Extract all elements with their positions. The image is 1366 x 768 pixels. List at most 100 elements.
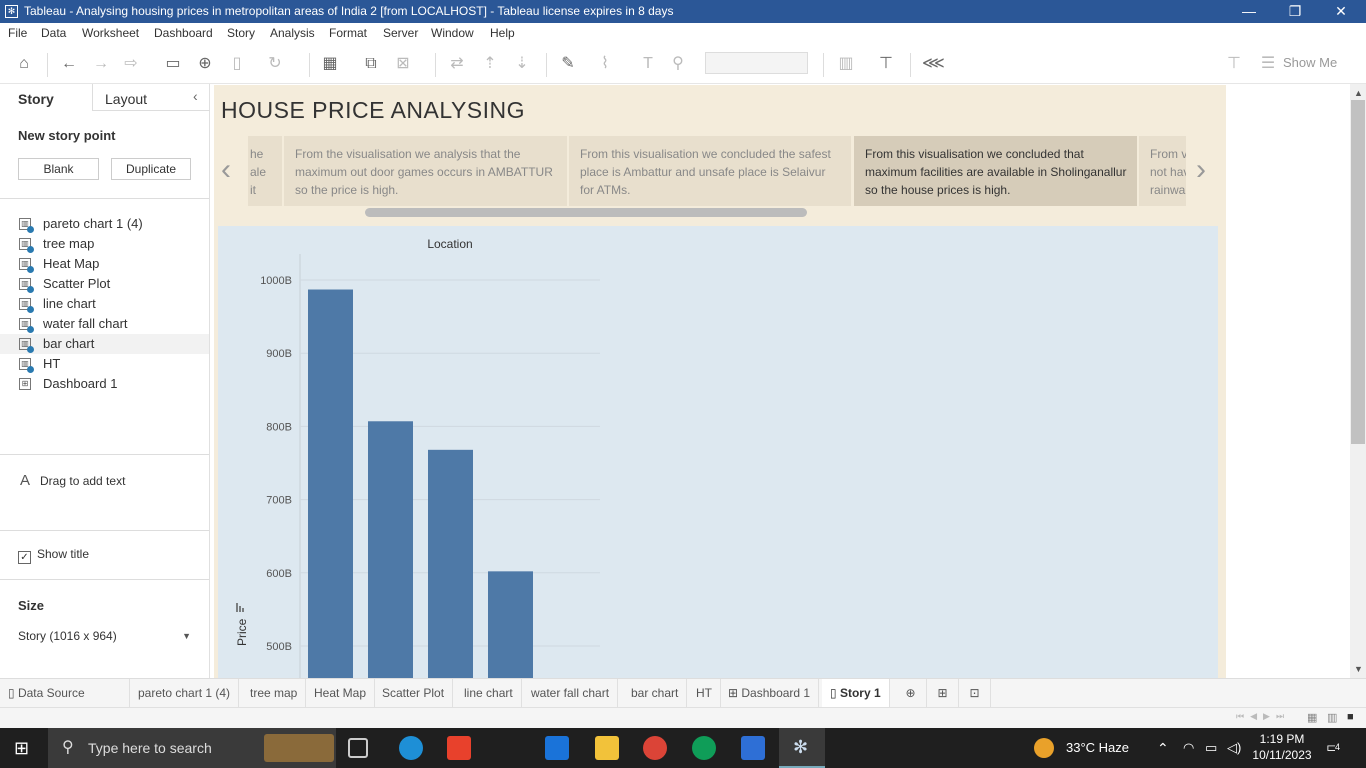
show-title-checkbox[interactable]: ✓ Show title [18, 547, 89, 564]
taskbar-search[interactable]: ⚲ Type here to search [48, 728, 336, 768]
menu-server[interactable]: Server [383, 26, 419, 40]
menu-story[interactable]: Story [227, 26, 256, 40]
sort-descending-icon[interactable]: ⇣ [515, 55, 529, 72]
restore-button[interactable]: ❐ [1288, 3, 1302, 19]
file-explorer-icon[interactable] [595, 736, 619, 760]
story-point-card-active[interactable]: From this visualisation we concluded tha… [854, 136, 1137, 206]
tab-data-source[interactable]: ▯ Data Source [0, 679, 130, 707]
new-worksheet-icon[interactable]: ▦ [322, 55, 338, 72]
clock[interactable]: 1:19 PM 10/11/2023 [1252, 731, 1312, 763]
volume-icon[interactable]: ◁) [1227, 740, 1242, 755]
sheet-item-dashboard-1[interactable]: ⊞ Dashboard 1 [0, 374, 209, 394]
new-datasource-icon[interactable]: ⊕ [198, 55, 212, 72]
close-button[interactable]: ✕ [1335, 3, 1347, 19]
bar[interactable] [428, 449, 473, 678]
tab-tree-map[interactable]: tree map [242, 679, 307, 707]
duplicate-sheet-icon[interactable]: ⧉ [365, 55, 377, 72]
format-painter-icon[interactable]: ⊤ [1227, 55, 1241, 72]
duplicate-button[interactable]: Duplicate [111, 158, 191, 180]
fit-icon[interactable]: ▥ [838, 55, 854, 72]
sheet-item-heat-map[interactable]: ▥ Heat Map [0, 254, 209, 274]
swap-icon[interactable]: ⇄ [450, 55, 464, 72]
tab-pareto-chart[interactable]: pareto chart 1 (4) [130, 679, 240, 707]
sheet-item-water-fall-chart[interactable]: ▥ water fall chart [0, 314, 209, 334]
tab-layout[interactable]: Layout [105, 91, 148, 107]
bar[interactable] [488, 571, 533, 678]
menu-window[interactable]: Window [431, 26, 474, 40]
sheet-item-line-chart[interactable]: ▥ line chart [0, 294, 209, 314]
windows-start-icon[interactable]: ⊞ [14, 738, 30, 758]
wifi-icon[interactable]: ◠ [1183, 740, 1195, 755]
tab-story-1[interactable]: ▯ Story 1 [822, 679, 890, 707]
menu-help[interactable]: Help [490, 26, 515, 40]
sheet-item-pareto-chart[interactable]: ▥ pareto chart 1 (4) [0, 214, 209, 234]
sheet-item-tree-map[interactable]: ▥ tree map [0, 234, 209, 254]
tab-ht[interactable]: HT [688, 679, 721, 707]
menu-analysis[interactable]: Analysis [270, 26, 315, 40]
minimize-button[interactable]: — [1242, 3, 1256, 19]
weather-text[interactable]: 33°C Haze [1066, 740, 1130, 755]
refresh-icon[interactable]: ↻ [268, 55, 282, 72]
menu-format[interactable]: Format [329, 26, 368, 40]
pause-updates-icon[interactable]: ▯ [232, 55, 242, 72]
share-icon[interactable]: ⋘ [922, 55, 945, 72]
blank-button[interactable]: Blank [18, 158, 99, 180]
story-point-card[interactable]: From v not hav rainwa [1139, 136, 1186, 206]
sheet-item-ht[interactable]: ▥ HT [0, 354, 209, 374]
tab-line-chart[interactable]: line chart [456, 679, 522, 707]
story-point-card[interactable]: From the visualisation we analysis that … [284, 136, 567, 206]
pin-icon[interactable]: ⚲ [672, 55, 684, 72]
size-dropdown[interactable]: Story (1016 x 964) ▼ [18, 629, 193, 643]
vertical-scrollbar-thumb[interactable] [1351, 100, 1365, 444]
save-icon[interactable]: ▭ [165, 55, 181, 72]
redo-icon[interactable]: → [93, 55, 109, 72]
edge-browser-icon[interactable] [399, 736, 423, 760]
tab-bar-chart[interactable]: bar chart [623, 679, 688, 707]
photos-icon[interactable] [741, 736, 765, 760]
new-dashboard-tab-icon[interactable]: ⊞ [927, 679, 959, 707]
mail-icon[interactable] [545, 736, 569, 760]
tab-water-fall-chart[interactable]: water fall chart [523, 679, 619, 707]
chrome-profile-icon[interactable] [692, 736, 716, 760]
task-view-icon[interactable] [348, 738, 368, 758]
next-story-point-arrow[interactable]: › [1196, 153, 1206, 186]
new-story-tab-icon[interactable]: ⊡ [959, 679, 991, 707]
home-icon[interactable]: ⌂ [19, 55, 29, 72]
story-navigator-scrollbar[interactable] [365, 208, 807, 217]
undo-icon[interactable]: ← [61, 55, 77, 72]
sheet-navigation-arrows[interactable]: ⏮◀▶⏭ [1236, 711, 1291, 721]
sort-ascending-icon[interactable]: ⇡ [483, 55, 497, 72]
menu-dashboard[interactable]: Dashboard [154, 26, 213, 40]
tab-scatter-plot[interactable]: Scatter Plot [374, 679, 454, 707]
chevron-up-icon[interactable]: ⌃ [1157, 740, 1169, 756]
tab-story[interactable]: Story [18, 91, 54, 107]
tableau-taskbar-icon[interactable]: ✻ [779, 728, 825, 768]
show-me-button[interactable]: Show Me [1283, 55, 1338, 70]
highlight-icon[interactable]: ✎ [561, 55, 575, 72]
drag-text-object[interactable]: A Drag to add text [20, 472, 125, 489]
battery-icon[interactable]: ▭ [1205, 740, 1218, 755]
menu-file[interactable]: File [8, 26, 28, 40]
story-point-card[interactable]: he ale it [248, 136, 282, 206]
fit-dropdown[interactable] [705, 52, 808, 74]
scroll-down-icon[interactable]: ▼ [1354, 664, 1363, 674]
label-icon[interactable]: T [643, 55, 653, 72]
tab-dashboard-1[interactable]: ⊞ Dashboard 1 [720, 679, 820, 707]
chrome-icon[interactable] [643, 736, 667, 760]
sheet-item-scatter-plot[interactable]: ▥ Scatter Plot [0, 274, 209, 294]
group-icon[interactable]: ⌇ [601, 55, 609, 72]
menu-worksheet[interactable]: Worksheet [82, 26, 140, 40]
filmstrip-icon[interactable]: ▥ [1327, 712, 1338, 724]
show-me-icon[interactable]: ☰ [1260, 55, 1276, 72]
clear-sheet-icon[interactable]: ⊠ [396, 55, 410, 72]
tab-heat-map[interactable]: Heat Map [306, 679, 376, 707]
tabs-view-icon[interactable]: ■ [1347, 711, 1354, 723]
menu-data[interactable]: Data [41, 26, 67, 40]
replay-icon[interactable]: ⇨ [124, 55, 138, 72]
bar[interactable] [368, 421, 413, 678]
notification-icon[interactable]: ▭ 4 [1326, 739, 1341, 756]
sheet-sorter-icon[interactable]: ▦ [1307, 712, 1318, 724]
scroll-up-icon[interactable]: ▲ [1354, 88, 1363, 98]
bar[interactable] [308, 289, 353, 678]
microsoft-store-icon[interactable] [447, 736, 471, 760]
